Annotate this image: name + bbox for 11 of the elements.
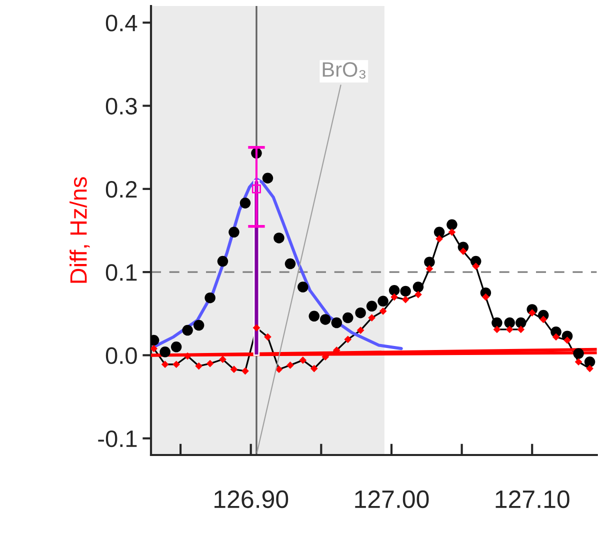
x-tick-label: 126.90 [214, 490, 288, 508]
y-tick-label: 0.3 [106, 98, 137, 115]
y-tick-label: 0.1 [106, 264, 137, 281]
annotation: BrO₃ [322, 62, 366, 79]
y-tick-label: 0.4 [106, 14, 138, 32]
x-tick-label: 127.10 [496, 490, 570, 508]
y-tick-label: -0.1 [98, 430, 137, 448]
x-tick-label: 127.00 [355, 490, 429, 508]
y-axis-title: Diff, Hz/ns [70, 177, 90, 283]
y-tick-label: 0.0 [106, 347, 137, 364]
y-tick-label: 0.2 [106, 180, 137, 198]
